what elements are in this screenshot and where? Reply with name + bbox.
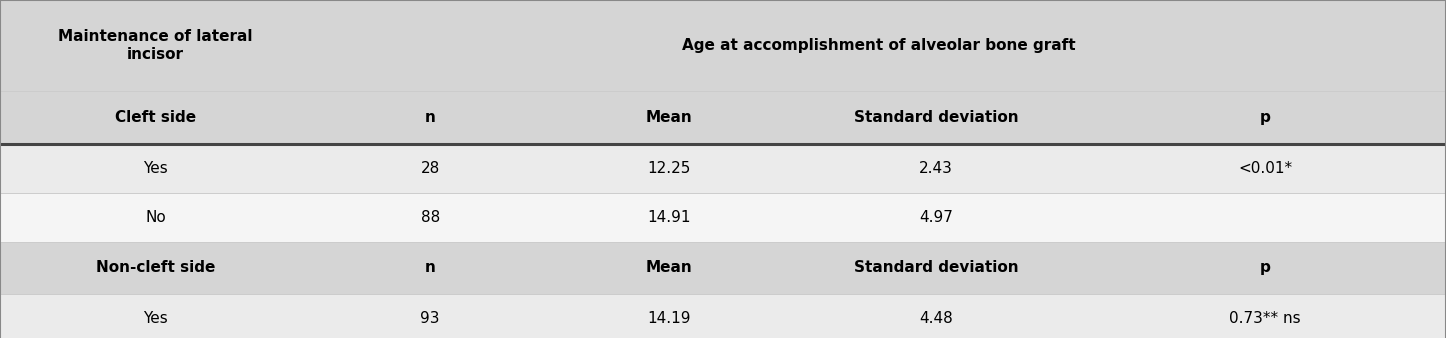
- Text: No: No: [145, 210, 166, 225]
- Text: 88: 88: [421, 210, 440, 225]
- Text: Non-cleft side: Non-cleft side: [95, 260, 215, 275]
- Bar: [0, 0, 1446, 91]
- Text: Standard deviation: Standard deviation: [855, 110, 1018, 125]
- Bar: [0, 242, 1446, 294]
- Text: 14.19: 14.19: [646, 311, 691, 326]
- Text: n: n: [425, 260, 435, 275]
- Text: 14.91: 14.91: [646, 210, 691, 225]
- Text: p: p: [1259, 110, 1271, 125]
- Text: 12.25: 12.25: [648, 161, 690, 176]
- Text: Yes: Yes: [143, 311, 168, 326]
- Text: 4.97: 4.97: [920, 210, 953, 225]
- Bar: [0, 193, 1446, 242]
- Text: 4.48: 4.48: [920, 311, 953, 326]
- Text: Maintenance of lateral
incisor: Maintenance of lateral incisor: [58, 29, 253, 63]
- Text: Cleft side: Cleft side: [114, 110, 197, 125]
- Text: n: n: [425, 110, 435, 125]
- Bar: [0, 91, 1446, 144]
- Text: 28: 28: [421, 161, 440, 176]
- Text: 93: 93: [421, 311, 440, 326]
- Bar: [0, 294, 1446, 338]
- Text: <0.01*: <0.01*: [1238, 161, 1293, 176]
- Text: Age at accomplishment of alveolar bone graft: Age at accomplishment of alveolar bone g…: [681, 38, 1076, 53]
- Text: Mean: Mean: [645, 110, 693, 125]
- Text: 0.73** ns: 0.73** ns: [1229, 311, 1301, 326]
- Text: Standard deviation: Standard deviation: [855, 260, 1018, 275]
- Text: Mean: Mean: [645, 260, 693, 275]
- Text: p: p: [1259, 260, 1271, 275]
- Text: 2.43: 2.43: [920, 161, 953, 176]
- Text: Yes: Yes: [143, 161, 168, 176]
- Bar: [0, 144, 1446, 193]
